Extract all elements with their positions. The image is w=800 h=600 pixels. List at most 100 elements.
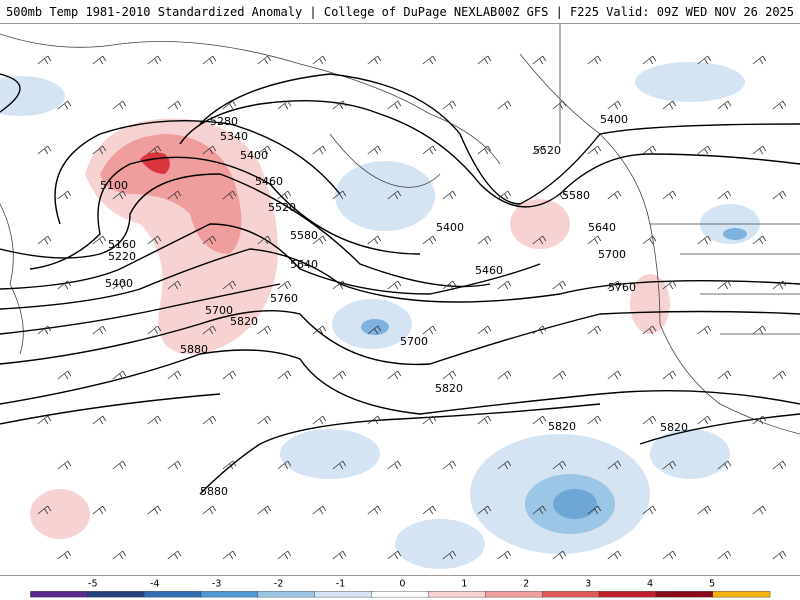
wind-barb: [442, 460, 457, 470]
wind-barb: [607, 370, 622, 380]
wind-barb: [587, 235, 602, 245]
wind-barb: [422, 505, 437, 515]
contour-label: 5280: [210, 115, 238, 128]
colorbar-tick-label: -3: [212, 579, 222, 590]
wind-barb: [607, 100, 622, 110]
wind-barb: [147, 325, 162, 335]
wind-barb: [387, 280, 402, 290]
wind-barb: [257, 55, 272, 65]
wind-barb: [532, 415, 547, 425]
wind-barb: [312, 235, 327, 245]
wind-barb: [222, 460, 237, 470]
contour-label: 5160: [108, 238, 136, 251]
wind-barb: [697, 505, 712, 515]
wind-barb: [277, 190, 292, 200]
wind-barb: [697, 55, 712, 65]
contour-label: 5580: [290, 229, 318, 242]
model-run-info: 00Z GFS | F225 Valid: 09Z WED NOV 26 202…: [497, 5, 794, 19]
colorbar-tick-label: -1: [336, 579, 346, 590]
wind-barb: [717, 280, 732, 290]
wind-barb: [642, 505, 657, 515]
colorbar-tick-label: -2: [274, 579, 284, 590]
wind-barb: [752, 415, 767, 425]
wind-barb: [37, 325, 52, 335]
wind-barb: [202, 505, 217, 515]
wind-barb: [57, 100, 72, 110]
colorbar-tick-labels: -5 -4 -3 -2 -1 0 1 2 3 4 5: [88, 579, 715, 590]
wind-barb: [662, 100, 677, 110]
wind-barb: [37, 235, 52, 245]
wind-barb: [772, 460, 787, 470]
wind-barb: [277, 100, 292, 110]
wind-barb: [57, 190, 72, 200]
wind-barb: [752, 145, 767, 155]
colorbar-swatches: [30, 591, 771, 598]
wind-barb: [257, 415, 272, 425]
colorbar-swatch: [257, 591, 316, 598]
contour-label: 5820: [548, 420, 576, 433]
wind-barb: [387, 190, 402, 200]
wind-barb: [477, 325, 492, 335]
wind-barb: [92, 235, 107, 245]
wind-barb: [112, 550, 127, 560]
colorbar-tick-label: 2: [523, 579, 529, 590]
wind-barb: [772, 100, 787, 110]
contour-label: 5100: [100, 179, 128, 192]
wind-barb: [37, 415, 52, 425]
colorbar-swatch: [541, 591, 600, 598]
wind-barb: [607, 280, 622, 290]
colorbar-tick-label: 3: [585, 579, 591, 590]
colorbar-tick-label: 1: [461, 579, 467, 590]
contour-labels: 5280 5340 5400 5460 5520 5580 5640 5700 …: [100, 113, 688, 498]
colorbar-tick-label: 0: [399, 579, 405, 590]
coastlines: [0, 24, 800, 435]
wind-barb: [662, 550, 677, 560]
wind-barb: [332, 370, 347, 380]
wind-barb: [717, 100, 732, 110]
contour-label: 5520: [533, 144, 561, 157]
wind-barb: [92, 505, 107, 515]
wind-barb: [587, 415, 602, 425]
wind-barb: [752, 55, 767, 65]
wind-barb: [332, 280, 347, 290]
wind-barb: [662, 460, 677, 470]
wind-barb: [497, 190, 512, 200]
wind-barb: [312, 55, 327, 65]
wind-barb: [772, 550, 787, 560]
wind-barb: [277, 280, 292, 290]
wind-barb: [587, 145, 602, 155]
contour-label: 5820: [435, 382, 463, 395]
contour-label: 5460: [475, 264, 503, 277]
cold-anomaly-shading: [0, 62, 760, 569]
contour-label: 5760: [270, 292, 298, 305]
contour-label: 5220: [108, 250, 136, 263]
wind-barb: [257, 325, 272, 335]
wind-barb: [697, 415, 712, 425]
wind-barb: [752, 505, 767, 515]
wind-barb: [367, 415, 382, 425]
wind-barb: [112, 460, 127, 470]
colorbar-swatch: [143, 591, 202, 598]
colorbar-swatch: [485, 591, 543, 598]
wind-barb: [167, 100, 182, 110]
map-title: 500mb Temp 1981-2010 Standardized Anomal…: [6, 5, 498, 19]
wind-barb: [552, 550, 567, 560]
wind-barb: [332, 460, 347, 470]
wind-barb: [422, 235, 437, 245]
wind-barb: [477, 505, 492, 515]
wind-barb: [332, 550, 347, 560]
wind-barb: [202, 325, 217, 335]
colorbar-swatch: [598, 591, 657, 598]
colorbar-tick-label: 4: [647, 579, 653, 590]
wind-barb: [642, 325, 657, 335]
wind-barb: [222, 190, 237, 200]
wind-barb: [422, 325, 437, 335]
wind-barb: [477, 55, 492, 65]
wind-barb: [222, 370, 237, 380]
wind-barb: [387, 370, 402, 380]
wind-barb: [697, 235, 712, 245]
contour-label: 5880: [200, 485, 228, 498]
colorbar: -5 -4 -3 -2 -1 0 1 2 3 4 5: [0, 575, 800, 600]
contour-label: 5820: [230, 315, 258, 328]
wind-barb: [607, 460, 622, 470]
